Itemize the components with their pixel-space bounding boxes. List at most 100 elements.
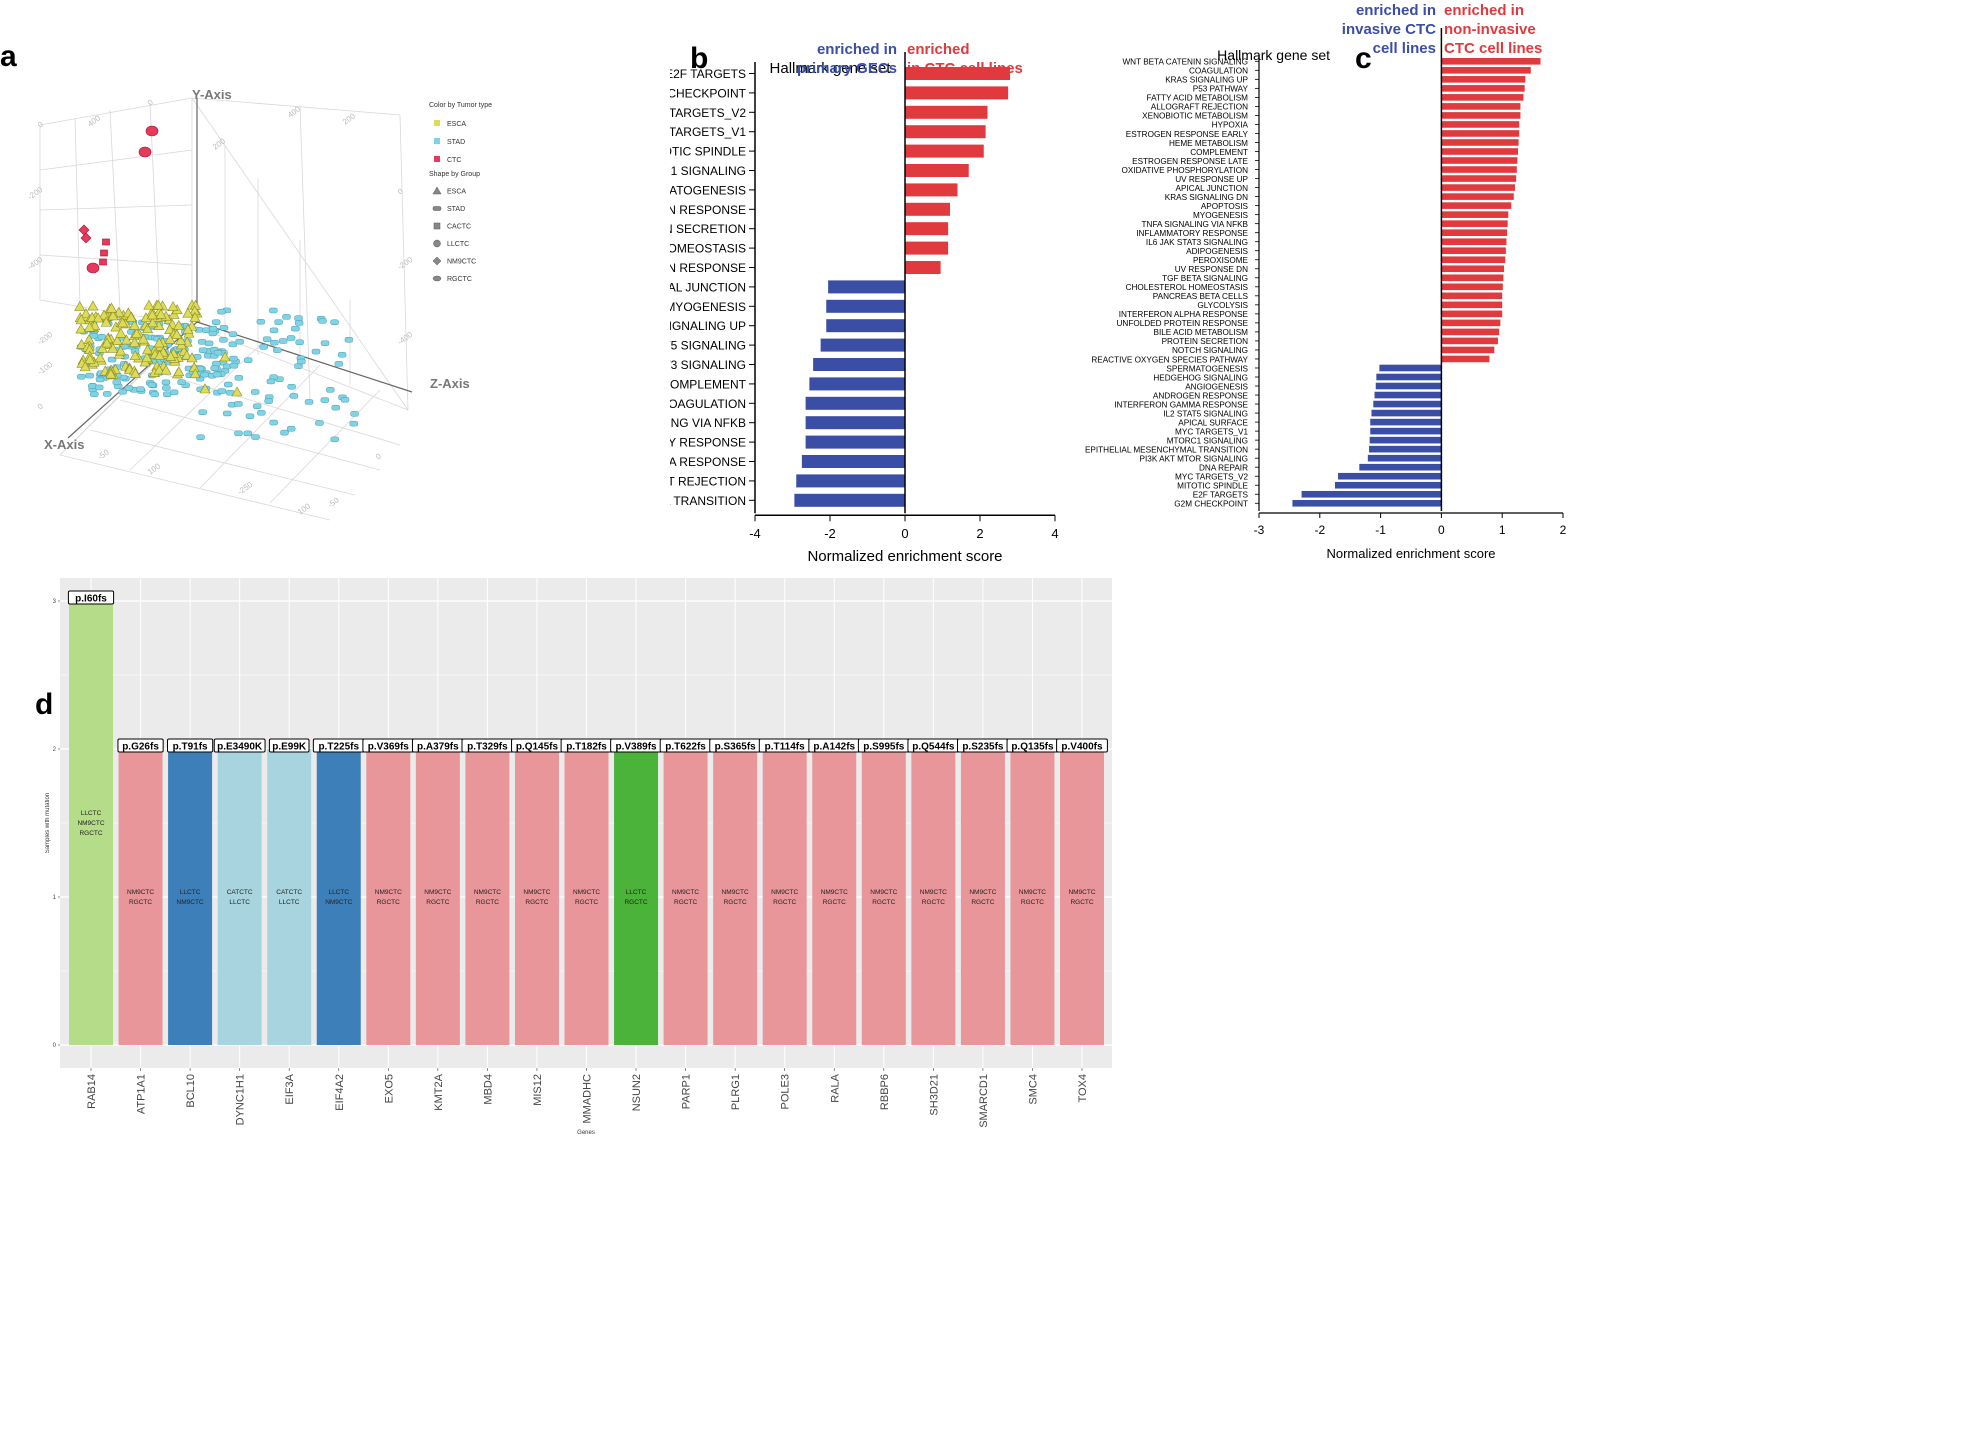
panel-c-bar	[1441, 58, 1541, 65]
panel-b-category-label: INFLAMMATORY RESPONSE	[670, 436, 746, 450]
panel-a-stad-point	[150, 391, 159, 398]
panel-c-category-label: SPERMATOGENESIS	[1166, 364, 1248, 373]
panel-c-category-label: APOPTOSIS	[1201, 202, 1249, 211]
panel-a-legend-shape-icon	[432, 206, 442, 211]
panel-c-category-label: OXIDATIVE PHOSPHORYLATION	[1122, 166, 1249, 175]
panel-d-gene-label: RBBP6	[879, 1074, 891, 1110]
panel-c-category-label: MITOTIC SPINDLE	[1177, 482, 1248, 491]
panel-a-stad-point	[210, 365, 219, 371]
panel-d-sample-label: LLCTC	[81, 810, 102, 817]
panel-d-sample-label: RGCTC	[1070, 899, 1093, 906]
panel-c-category-label: HYPOXIA	[1212, 121, 1249, 130]
panel-a-stad-point	[212, 371, 222, 378]
panel-a-stad-point	[229, 355, 238, 362]
panel-b-bar	[828, 280, 905, 294]
panel-d-mutation-label: p.T182fs	[566, 742, 607, 753]
panel-c-bar	[1359, 463, 1442, 471]
panel-b-xlabel: Normalized enrichment score	[807, 548, 1002, 565]
panel-c-category-label: ESTROGEN RESPONSE EARLY	[1126, 130, 1249, 139]
panel-d-gene-label: PARP1	[681, 1074, 693, 1109]
panel-a-grid-line	[89, 429, 356, 496]
panel-label-c: c	[1355, 42, 1372, 75]
panel-c-bar	[1441, 274, 1504, 282]
panel-a-legend-color-label: STAD	[447, 139, 465, 146]
panel-a-esca-point	[173, 366, 185, 377]
panel-d-sample-label: RGCTC	[971, 899, 994, 906]
panel-d-sample-label: RGCTC	[476, 899, 499, 906]
panel-a-legend-shape-label: CACTC	[447, 224, 471, 231]
panel-c-category-label: UNFOLDED PROTEIN RESPONSE	[1117, 319, 1249, 328]
panel-a-legend-color-swatch	[434, 156, 440, 162]
panel-c-category-label: PANCREAS BETA CELLS	[1153, 292, 1249, 301]
panel-d-bar	[812, 749, 857, 1045]
panel-a-stad-point	[204, 340, 214, 347]
panel-b-category-label: INTERFERON ALPHA RESPONSE	[670, 455, 746, 469]
panel-c-category-label: INTERFERON GAMMA RESPONSE	[1114, 400, 1248, 409]
panel-c-category-label: IL2 STAT5 SIGNALING	[1163, 409, 1248, 418]
panel-d-bar	[118, 749, 163, 1045]
panel-a-stad-point	[211, 319, 221, 325]
panel-a-stad-point	[217, 308, 226, 315]
panel-a-stad-point	[234, 430, 243, 437]
panel-a-tick-label: 0	[374, 451, 383, 461]
panel-a-stad-point	[97, 334, 107, 340]
panel-b-bar	[805, 416, 905, 430]
panel-a-stad-point	[245, 413, 255, 419]
panel-b-bar	[805, 396, 905, 410]
panel-c-category-label: APICAL SURFACE	[1178, 418, 1248, 427]
panel-c-bar	[1441, 130, 1520, 137]
panel-a-axis-label-z: Z-Axis	[430, 376, 470, 391]
panel-c-bar	[1376, 373, 1442, 381]
panel-b-xtick-label: 0	[901, 526, 908, 541]
panel-a-esca-point	[131, 328, 143, 338]
panel-d-gene-label: EXO5	[383, 1074, 395, 1103]
panel-a-esca-point	[155, 308, 167, 319]
panel-c-enrichment-chart: Hallmark gene set enriched in invasive CTC…	[1085, 2, 1567, 561]
panel-a-esca-point	[115, 345, 127, 356]
panel-a-stad-point	[295, 339, 304, 345]
panel-c-xtick-label: 0	[1438, 523, 1445, 537]
panel-d-mutation-label: p.T114fs	[765, 742, 805, 753]
panel-d-gene-label: SH3D21	[928, 1074, 940, 1116]
panel-c-bar	[1441, 175, 1517, 182]
panel-c-category-label: MYOGENESIS	[1193, 211, 1249, 220]
panel-a-esca-point	[175, 334, 187, 345]
panel-c-category-label: BILE ACID METABOLISM	[1154, 328, 1249, 337]
panel-a-legend-color-label: ESCA	[447, 121, 466, 128]
panel-d-gene-label: TOX4	[1077, 1074, 1089, 1103]
panel-a-stad-point	[269, 307, 278, 314]
panel-a-esca-point	[182, 307, 194, 318]
panel-a-stad-point	[213, 349, 223, 356]
panel-d-mutation-label: p.A379fs	[417, 742, 459, 753]
panel-c-category-label: IL6 JAK STAT3 SIGNALING	[1146, 238, 1248, 247]
panel-a-esca-point	[106, 302, 118, 313]
panel-d-mutation-label: p.T622fs	[665, 742, 706, 753]
panel-c-bar	[1441, 67, 1531, 74]
panel-a-stad-point	[326, 387, 335, 393]
panel-a-esca-point	[92, 312, 104, 323]
panel-c-bar	[1373, 400, 1442, 408]
panel-a-stad-point	[198, 409, 207, 415]
panel-a-grid-line	[74, 117, 81, 306]
panel-c-bar	[1441, 76, 1526, 83]
panel-a-stad-point	[219, 325, 229, 331]
panel-a-stad-point	[208, 325, 218, 332]
panel-a-ctc-point	[99, 258, 107, 266]
panel-a-esca-point	[76, 338, 88, 349]
panel-a-esca-point	[189, 368, 201, 379]
panel-a-axis-line	[67, 321, 198, 439]
panel-a-stad-point	[251, 434, 260, 440]
panel-b-bar	[905, 144, 984, 158]
panel-d-gene-label: POLE3	[780, 1074, 792, 1109]
panel-c-bar	[1367, 454, 1442, 462]
panel-c-bar	[1301, 490, 1442, 498]
panel-a-esca-point	[75, 323, 87, 334]
panel-a-legend-shape-label: STAD	[447, 206, 465, 213]
panel-a-legend-shape-label: LLCTC	[447, 241, 469, 248]
panel-a-esca-point	[171, 328, 183, 339]
panel-a-esca-point	[105, 368, 117, 379]
panel-a-esca-point	[96, 342, 108, 353]
panel-b-header-left-line: primary GECs	[797, 60, 897, 77]
panel-d-gene-label: PLRG1	[730, 1074, 742, 1110]
panel-a-esca-point	[129, 336, 141, 347]
